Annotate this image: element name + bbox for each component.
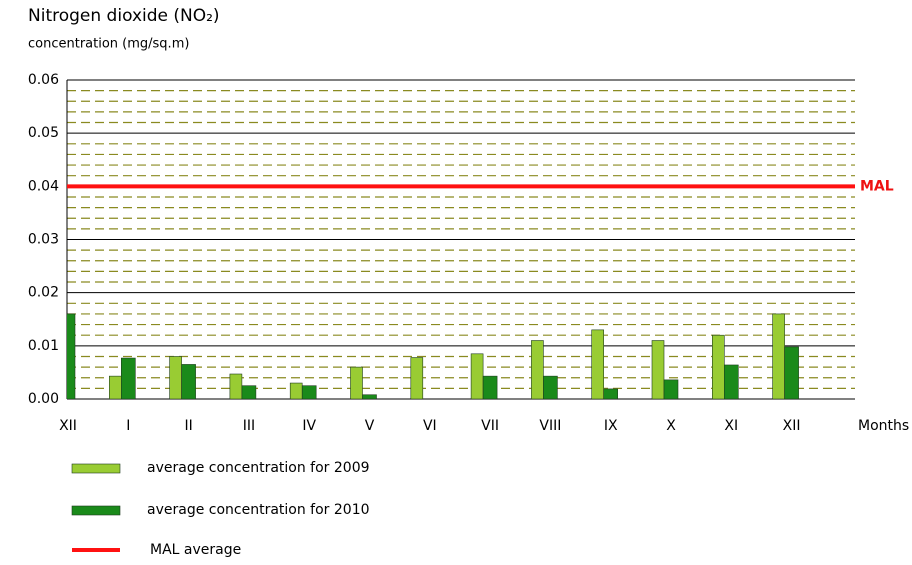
bar [591,329,605,399]
bar [543,375,558,399]
y-tick-label: 0.05 [28,125,59,141]
y-tick-label: 0.00 [28,391,59,407]
x-tick-label: VIII [539,418,561,434]
x-tick-label: V [365,418,375,434]
y-tick-label: 0.06 [28,72,59,88]
x-tick-label: I [126,418,130,434]
y-tick-label: 0.04 [28,178,59,194]
legend-label: MAL average [150,542,241,558]
bar [482,375,498,399]
bar [711,334,725,399]
bar [289,382,303,399]
x-tick-label: III [243,418,255,434]
y-tick-label: 0.01 [28,338,59,354]
chart-title: Nitrogen dioxide (NO₂) [28,6,220,26]
bars [67,313,799,399]
reference-label: MAL [860,178,894,194]
x-tick-label: XII [59,418,77,434]
chart-subtitle: concentration (mg/sq.m) [28,37,189,52]
x-tick-label: VII [481,418,499,434]
bar [772,313,785,399]
legend-swatch [71,505,121,516]
bar [531,340,544,399]
bar [651,340,665,399]
x-tick-label: XI [724,418,738,434]
y-tick-label: 0.03 [28,232,59,248]
bar [350,366,363,399]
bar [723,364,739,399]
bar [181,364,196,399]
x-tick-label: X [666,418,676,434]
bar [362,394,377,399]
bar [301,385,317,399]
bar [663,379,679,399]
y-tick-label: 0.02 [28,285,59,301]
bar [67,313,76,399]
bar [109,375,122,399]
legend-swatch [71,463,121,474]
bar [229,373,243,399]
bar [241,385,257,399]
x-tick-label: II [184,418,192,434]
x-tick-label: XII [783,418,801,434]
legend-label: average concentration for 2009 [147,460,370,476]
legend-label: average concentration for 2010 [147,502,370,518]
bar [470,353,484,399]
bar [169,356,182,399]
x-axis-label: Months [858,418,909,434]
bar [121,357,136,399]
x-tick-label: VI [423,418,437,434]
bar [603,388,619,399]
bar [410,357,424,399]
x-tick-label: IV [302,418,316,434]
bar [784,346,799,399]
x-tick-label: IX [604,418,618,434]
